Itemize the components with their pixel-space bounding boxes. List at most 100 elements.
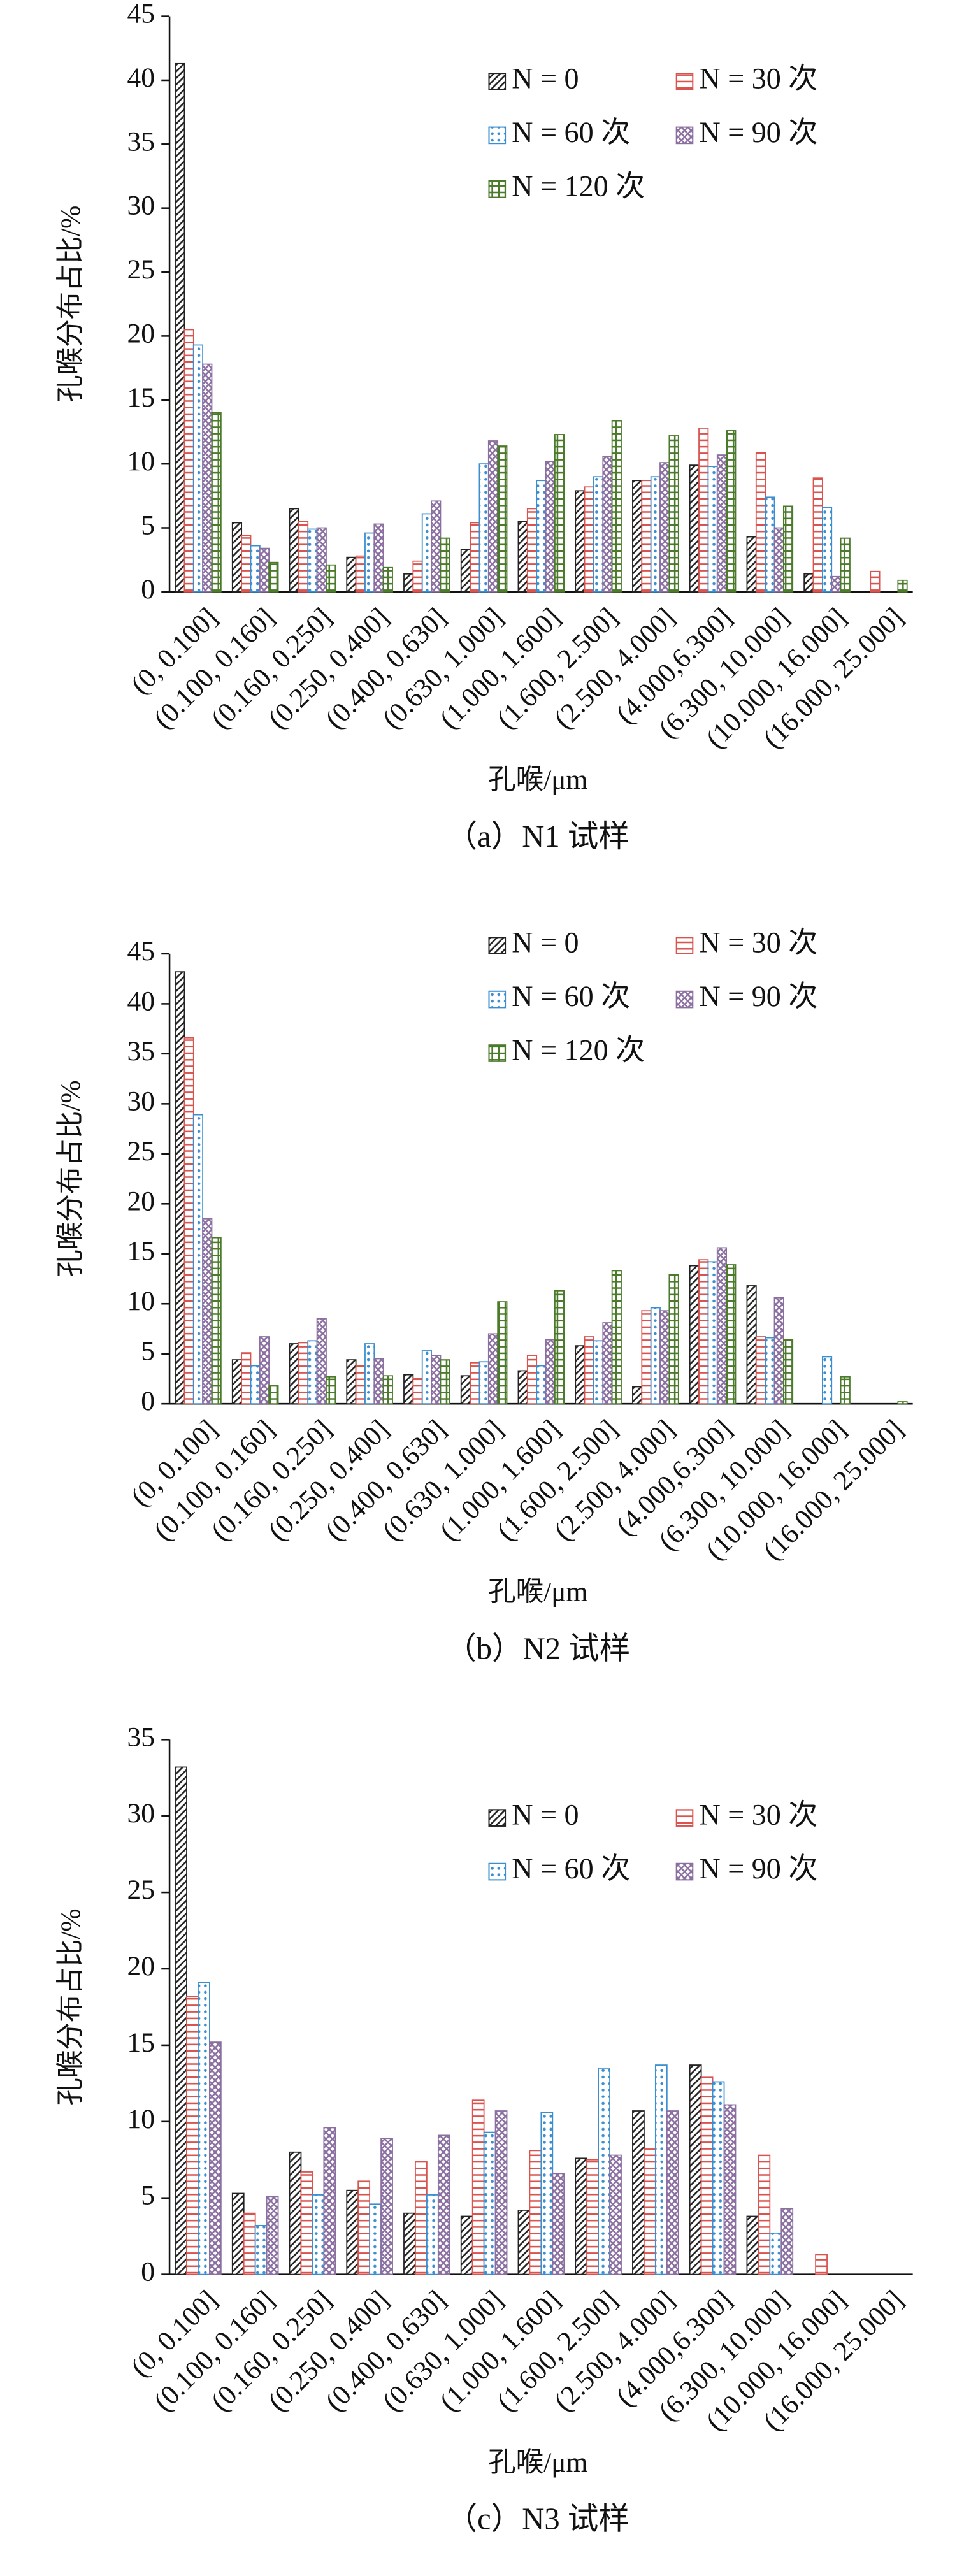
bar	[437, 2134, 450, 2275]
y-axis-title: 孔喉分布占比/%	[55, 1908, 86, 2105]
y-tick-label: 35	[127, 1036, 155, 1067]
bar	[668, 435, 679, 593]
bar	[650, 1307, 661, 1405]
bar	[266, 2196, 279, 2275]
bar	[821, 1356, 833, 1405]
bar	[312, 2194, 325, 2275]
legend-swatch	[675, 1862, 694, 1881]
bar	[460, 549, 471, 593]
bar	[268, 561, 279, 593]
bar	[355, 1365, 366, 1405]
bar	[231, 2192, 245, 2275]
y-axis-title: 孔喉分布占比/%	[55, 1080, 86, 1277]
y-tick-label: 35	[127, 1722, 155, 1752]
bar	[726, 1264, 737, 1405]
bar	[689, 1265, 700, 1405]
y-tick-label: 5	[141, 510, 155, 540]
bar	[326, 1376, 336, 1405]
bar	[202, 363, 213, 593]
bar	[611, 419, 622, 593]
caption: （a）N1 试样	[446, 819, 629, 854]
legend-label: N = 30 次	[700, 62, 818, 95]
y-tick-label: 0	[141, 2257, 155, 2287]
bar	[421, 1350, 432, 1405]
y-tick-label: 45	[127, 936, 155, 967]
bar	[198, 1982, 210, 2275]
bar	[632, 1386, 643, 1405]
bar	[689, 464, 700, 593]
bar	[326, 564, 336, 593]
bar	[440, 1359, 450, 1405]
bar	[175, 971, 185, 1405]
bar	[412, 560, 423, 593]
bar	[712, 2081, 725, 2275]
bar	[755, 452, 766, 593]
bar	[316, 1318, 327, 1405]
bar	[517, 2209, 531, 2275]
bar	[746, 2215, 759, 2275]
bar	[700, 2076, 714, 2275]
bar	[175, 62, 185, 593]
bar	[431, 500, 442, 593]
legend-label: N = 60 次	[512, 1852, 630, 1885]
legend-swatch	[675, 937, 694, 954]
bar	[186, 1996, 199, 2275]
bar	[545, 1339, 556, 1405]
bar	[812, 477, 823, 593]
bar	[765, 1337, 775, 1405]
y-tick-label: 20	[127, 1186, 155, 1216]
bar	[403, 573, 414, 593]
y-tick-label: 30	[127, 1086, 155, 1116]
legend-label: N = 60 次	[512, 116, 630, 148]
bar	[259, 1336, 270, 1405]
bar	[897, 579, 908, 593]
bar	[211, 412, 222, 593]
bar	[241, 535, 252, 593]
bar	[698, 428, 709, 593]
bar	[487, 1333, 499, 1405]
bar	[575, 2157, 588, 2275]
bar	[746, 1285, 757, 1405]
legend-swatch	[488, 1862, 507, 1881]
bar	[289, 508, 299, 593]
bar	[357, 2180, 371, 2275]
y-tick-label: 10	[127, 446, 155, 477]
y-tick-label: 40	[127, 62, 155, 93]
bar	[307, 1340, 318, 1405]
y-tick-label: 15	[127, 2027, 155, 2058]
bar	[421, 513, 432, 593]
bar	[765, 496, 775, 593]
bar	[611, 1270, 622, 1405]
y-tick-label: 35	[127, 126, 155, 157]
bar	[487, 440, 499, 593]
x-axis-title: 孔喉/μm	[488, 765, 587, 795]
bar	[593, 476, 604, 593]
bar	[586, 2159, 600, 2275]
bar	[609, 2154, 622, 2275]
bar	[243, 2212, 256, 2275]
y-tick-label: 20	[127, 318, 155, 349]
bar	[517, 521, 528, 593]
y-tick-label: 40	[127, 986, 155, 1016]
bar	[192, 1114, 204, 1405]
bar	[654, 2064, 668, 2275]
bar	[300, 2171, 313, 2275]
bar	[554, 434, 565, 593]
bar	[254, 2224, 268, 2275]
legend-label: N = 90 次	[700, 116, 818, 148]
bar	[298, 1342, 309, 1405]
bar	[632, 2110, 645, 2275]
bar	[323, 2127, 336, 2275]
bar	[821, 507, 833, 593]
caption: （c）N3 试样	[446, 2502, 629, 2536]
legend-label: N = 0	[512, 1799, 579, 1831]
bar	[183, 1037, 194, 1405]
bar	[575, 490, 586, 593]
bar	[780, 2208, 794, 2275]
bar	[202, 1218, 213, 1405]
y-tick-label: 0	[141, 574, 155, 605]
bar	[471, 2099, 485, 2275]
bar	[382, 566, 393, 593]
bar	[554, 1290, 565, 1405]
bar	[426, 2194, 439, 2275]
